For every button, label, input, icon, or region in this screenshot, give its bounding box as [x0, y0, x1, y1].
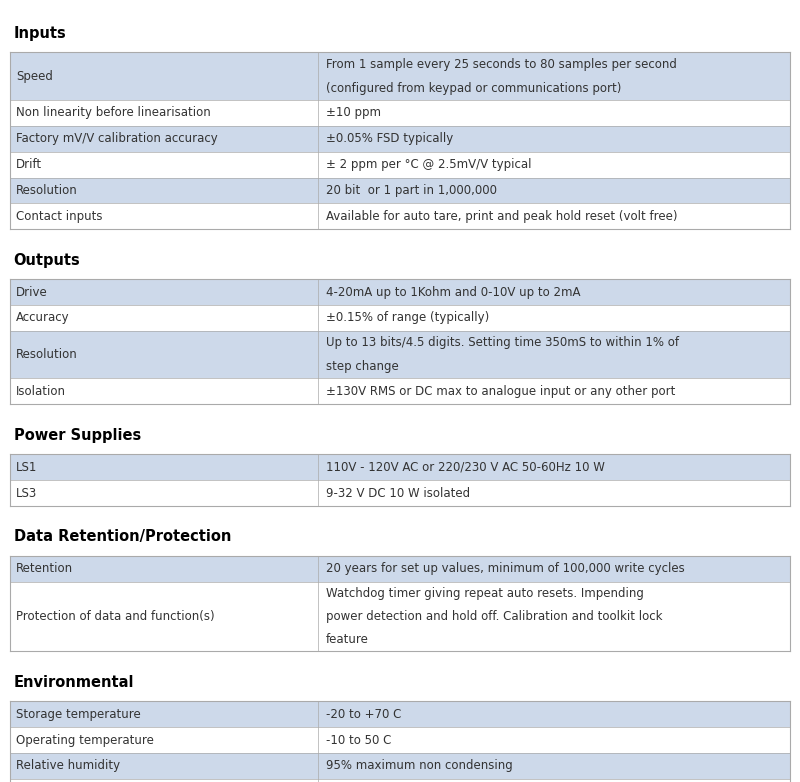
Text: Drift: Drift — [16, 158, 42, 171]
Text: 20 years for set up values, minimum of 100,000 write cycles: 20 years for set up values, minimum of 1… — [326, 562, 684, 576]
Bar — [10, 178, 790, 203]
Text: Available for auto tare, print and peak hold reset (volt free): Available for auto tare, print and peak … — [326, 210, 677, 223]
Text: ±0.15% of range (typically): ±0.15% of range (typically) — [326, 311, 489, 325]
Text: power detection and hold off. Calibration and toolkit lock: power detection and hold off. Calibratio… — [326, 610, 662, 623]
Text: From 1 sample every 25 seconds to 80 samples per second: From 1 sample every 25 seconds to 80 sam… — [326, 58, 677, 71]
Text: Environmental: Environmental — [14, 675, 134, 690]
Bar — [10, 100, 790, 126]
Text: Operating temperature: Operating temperature — [16, 734, 154, 747]
Text: ±0.05% FSD typically: ±0.05% FSD typically — [326, 132, 453, 145]
Bar — [10, 779, 790, 782]
Bar — [10, 753, 790, 779]
Bar — [10, 152, 790, 178]
Text: ± 2 ppm per °C @ 2.5mV/V typical: ± 2 ppm per °C @ 2.5mV/V typical — [326, 158, 531, 171]
Text: LS3: LS3 — [16, 486, 38, 500]
Text: Drive: Drive — [16, 285, 48, 299]
Text: 20 bit  or 1 part in 1,000,000: 20 bit or 1 part in 1,000,000 — [326, 184, 497, 197]
Text: Relative humidity: Relative humidity — [16, 759, 120, 773]
Text: Retention: Retention — [16, 562, 73, 576]
Text: -10 to 50 C: -10 to 50 C — [326, 734, 391, 747]
Bar — [10, 378, 790, 404]
Text: LS1: LS1 — [16, 461, 38, 474]
Text: Power Supplies: Power Supplies — [14, 428, 141, 443]
Bar — [10, 305, 790, 331]
Bar — [10, 126, 790, 152]
Text: 9-32 V DC 10 W isolated: 9-32 V DC 10 W isolated — [326, 486, 470, 500]
Text: Protection of data and function(s): Protection of data and function(s) — [16, 610, 214, 623]
Text: ±10 ppm: ±10 ppm — [326, 106, 381, 120]
Text: ±130V RMS or DC max to analogue input or any other port: ±130V RMS or DC max to analogue input or… — [326, 385, 675, 398]
Text: 95% maximum non condensing: 95% maximum non condensing — [326, 759, 512, 773]
Text: Factory mV/V calibration accuracy: Factory mV/V calibration accuracy — [16, 132, 218, 145]
Text: Storage temperature: Storage temperature — [16, 708, 141, 721]
Bar — [10, 279, 790, 305]
Text: Resolution: Resolution — [16, 184, 78, 197]
Text: Watchdog timer giving repeat auto resets. Impending: Watchdog timer giving repeat auto resets… — [326, 587, 643, 600]
Bar — [10, 331, 790, 378]
Text: 110V - 120V AC or 220/230 V AC 50-60Hz 10 W: 110V - 120V AC or 220/230 V AC 50-60Hz 1… — [326, 461, 605, 474]
Text: Speed: Speed — [16, 70, 53, 83]
Text: feature: feature — [326, 633, 369, 646]
Bar — [10, 701, 790, 727]
Bar — [10, 52, 790, 100]
Text: (configured from keypad or communications port): (configured from keypad or communication… — [326, 81, 621, 95]
Text: step change: step change — [326, 360, 398, 373]
Text: Contact inputs: Contact inputs — [16, 210, 102, 223]
Bar — [10, 480, 790, 506]
Bar — [10, 556, 790, 582]
Bar — [10, 727, 790, 753]
Text: Non linearity before linearisation: Non linearity before linearisation — [16, 106, 210, 120]
Text: Resolution: Resolution — [16, 348, 78, 361]
Text: Isolation: Isolation — [16, 385, 66, 398]
Text: Data Retention/Protection: Data Retention/Protection — [14, 529, 231, 544]
Text: Up to 13 bits/4.5 digits. Setting time 350mS to within 1% of: Up to 13 bits/4.5 digits. Setting time 3… — [326, 336, 678, 350]
Text: 4-20mA up to 1Kohm and 0-10V up to 2mA: 4-20mA up to 1Kohm and 0-10V up to 2mA — [326, 285, 580, 299]
Bar — [10, 454, 790, 480]
Text: -20 to +70 C: -20 to +70 C — [326, 708, 401, 721]
Text: Inputs: Inputs — [14, 26, 66, 41]
Bar — [10, 582, 790, 651]
Text: Outputs: Outputs — [14, 253, 80, 267]
Bar — [10, 203, 790, 229]
Text: Accuracy: Accuracy — [16, 311, 70, 325]
